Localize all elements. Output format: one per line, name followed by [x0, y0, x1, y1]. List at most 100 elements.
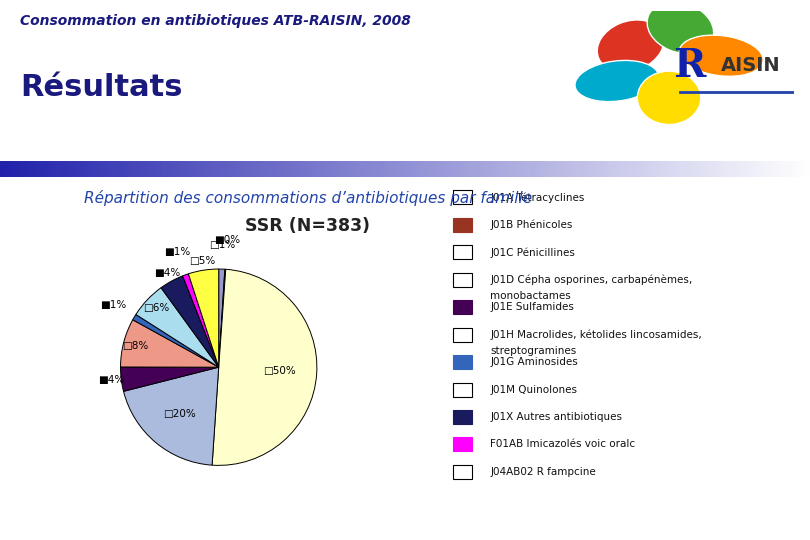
Bar — [61, 161, 65, 177]
Text: □50%: □50% — [263, 367, 296, 376]
Bar — [421, 161, 425, 177]
Bar — [251, 161, 255, 177]
Bar — [40, 161, 45, 177]
Bar — [239, 161, 243, 177]
Wedge shape — [124, 367, 219, 465]
Bar — [587, 161, 591, 177]
Text: J01M Quinolones: J01M Quinolones — [490, 384, 577, 395]
Bar — [138, 161, 142, 177]
Bar — [198, 161, 202, 177]
Bar — [522, 161, 526, 177]
Bar — [393, 161, 397, 177]
Bar — [304, 161, 308, 177]
Bar — [16, 161, 20, 177]
Bar — [235, 161, 239, 177]
Bar — [494, 161, 498, 177]
Bar — [644, 161, 648, 177]
Bar — [178, 161, 182, 177]
Bar — [450, 161, 454, 177]
Text: □20%: □20% — [164, 409, 196, 419]
Wedge shape — [219, 269, 225, 367]
Bar — [413, 161, 417, 177]
Wedge shape — [189, 269, 219, 367]
Wedge shape — [219, 269, 226, 367]
Bar — [437, 161, 441, 177]
Bar — [640, 161, 644, 177]
Bar — [474, 161, 478, 177]
Bar — [490, 161, 494, 177]
Text: Répartition des consommations d’antibiotiques par famille: Répartition des consommations d’antibiot… — [83, 190, 532, 206]
Bar — [664, 161, 668, 177]
Bar — [53, 161, 57, 177]
Bar — [271, 161, 275, 177]
Bar — [599, 161, 603, 177]
Bar — [425, 161, 429, 177]
Bar — [705, 161, 709, 177]
Bar — [458, 161, 462, 177]
Bar — [453, 190, 472, 205]
Text: ■4%: ■4% — [98, 375, 125, 386]
Bar — [446, 161, 450, 177]
Bar — [539, 161, 543, 177]
Bar — [146, 161, 150, 177]
Bar — [202, 161, 207, 177]
Bar — [279, 161, 284, 177]
Bar — [73, 161, 77, 177]
Bar — [344, 161, 348, 177]
Bar — [757, 161, 761, 177]
Ellipse shape — [680, 35, 763, 76]
Bar — [81, 161, 85, 177]
Bar — [741, 161, 745, 177]
Text: ■0%: ■0% — [214, 235, 241, 245]
Bar — [348, 161, 352, 177]
Bar — [733, 161, 737, 177]
Bar — [227, 161, 231, 177]
Bar — [453, 410, 472, 424]
Bar — [85, 161, 89, 177]
Bar — [409, 161, 413, 177]
Bar — [701, 161, 705, 177]
Bar — [745, 161, 749, 177]
Bar — [749, 161, 753, 177]
Bar — [632, 161, 636, 177]
Bar — [134, 161, 138, 177]
Bar — [668, 161, 672, 177]
Bar — [636, 161, 640, 177]
Text: □1%: □1% — [210, 240, 236, 249]
Text: Résultats: Résultats — [20, 73, 183, 102]
Bar — [652, 161, 656, 177]
Bar — [263, 161, 267, 177]
Bar — [45, 161, 49, 177]
Bar — [186, 161, 190, 177]
Bar — [324, 161, 328, 177]
Ellipse shape — [647, 2, 714, 53]
Bar — [142, 161, 146, 177]
Bar — [247, 161, 251, 177]
Bar — [231, 161, 235, 177]
Bar — [296, 161, 300, 177]
Text: J04AB02 R fampcine: J04AB02 R fampcine — [490, 467, 596, 477]
Bar — [381, 161, 385, 177]
Text: Consommation en antibiotiques ATB-RAISIN, 2008: Consommation en antibiotiques ATB-RAISIN… — [20, 14, 411, 28]
Bar — [255, 161, 259, 177]
Bar — [360, 161, 364, 177]
Bar — [288, 161, 292, 177]
Bar — [207, 161, 211, 177]
Bar — [405, 161, 409, 177]
Bar — [502, 161, 506, 177]
Bar — [765, 161, 769, 177]
Bar — [717, 161, 721, 177]
Bar — [101, 161, 105, 177]
Bar — [782, 161, 786, 177]
Text: ■4%: ■4% — [154, 267, 180, 278]
Bar — [482, 161, 486, 177]
Bar — [28, 161, 32, 177]
Bar — [628, 161, 632, 177]
Bar — [12, 161, 16, 177]
Bar — [547, 161, 551, 177]
Bar — [300, 161, 304, 177]
Bar — [453, 273, 472, 287]
Bar — [575, 161, 579, 177]
Text: J01A Tétracyclines: J01A Tétracyclines — [490, 192, 585, 202]
Bar — [713, 161, 717, 177]
